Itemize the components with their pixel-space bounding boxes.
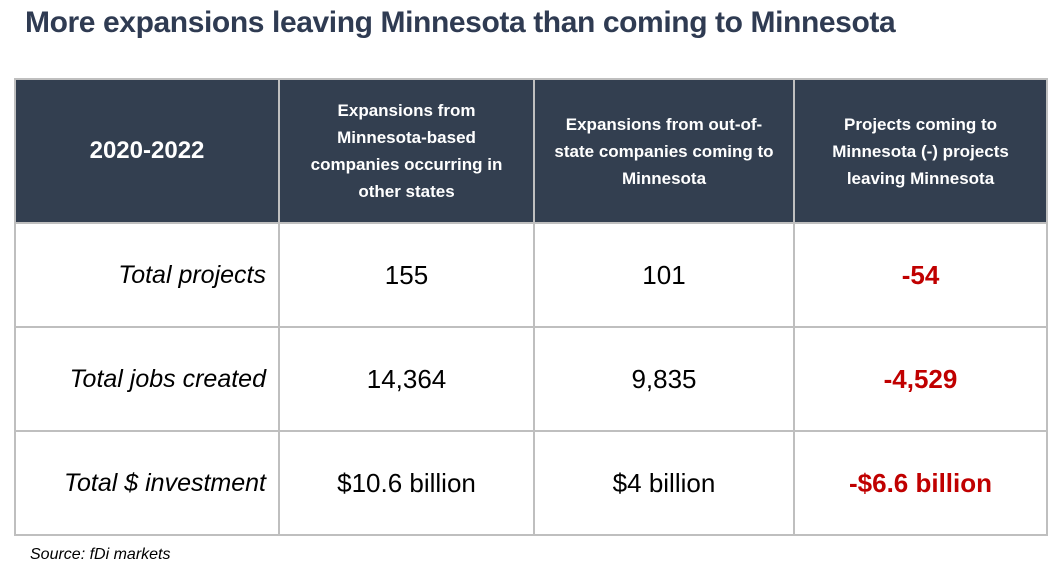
expansions-table: 2020-2022 Expansions from Minnesota-base… xyxy=(14,78,1048,536)
table-row-total-investment: Total $ investment $10.6 billion $4 bill… xyxy=(14,430,1048,536)
header-expansions-coming: Expansions from out-of-state companies c… xyxy=(533,78,795,224)
header-expansions-leaving: Expansions from Minnesota-based companie… xyxy=(278,78,535,224)
value-projects-leaving: 155 xyxy=(278,222,535,328)
source-note: Source: fDi markets xyxy=(30,546,171,563)
value-jobs-leaving: 14,364 xyxy=(278,326,535,432)
row-label-total-projects: Total projects xyxy=(14,222,280,328)
value-projects-net: -54 xyxy=(793,222,1048,328)
value-investment-coming: $4 billion xyxy=(533,430,795,536)
value-investment-net: -$6.6 billion xyxy=(793,430,1048,536)
value-jobs-coming: 9,835 xyxy=(533,326,795,432)
page-title: More expansions leaving Minnesota than c… xyxy=(25,6,896,39)
value-projects-coming: 101 xyxy=(533,222,795,328)
table-row-total-jobs: Total jobs created 14,364 9,835 -4,529 xyxy=(14,326,1048,432)
table-row-total-projects: Total projects 155 101 -54 xyxy=(14,222,1048,328)
table-header-row: 2020-2022 Expansions from Minnesota-base… xyxy=(14,78,1048,224)
header-period: 2020-2022 xyxy=(14,78,280,224)
row-label-total-investment: Total $ investment xyxy=(14,430,280,536)
value-investment-leaving: $10.6 billion xyxy=(278,430,535,536)
row-label-total-jobs: Total jobs created xyxy=(14,326,280,432)
header-net-projects: Projects coming to Minnesota (-) project… xyxy=(793,78,1048,224)
value-jobs-net: -4,529 xyxy=(793,326,1048,432)
